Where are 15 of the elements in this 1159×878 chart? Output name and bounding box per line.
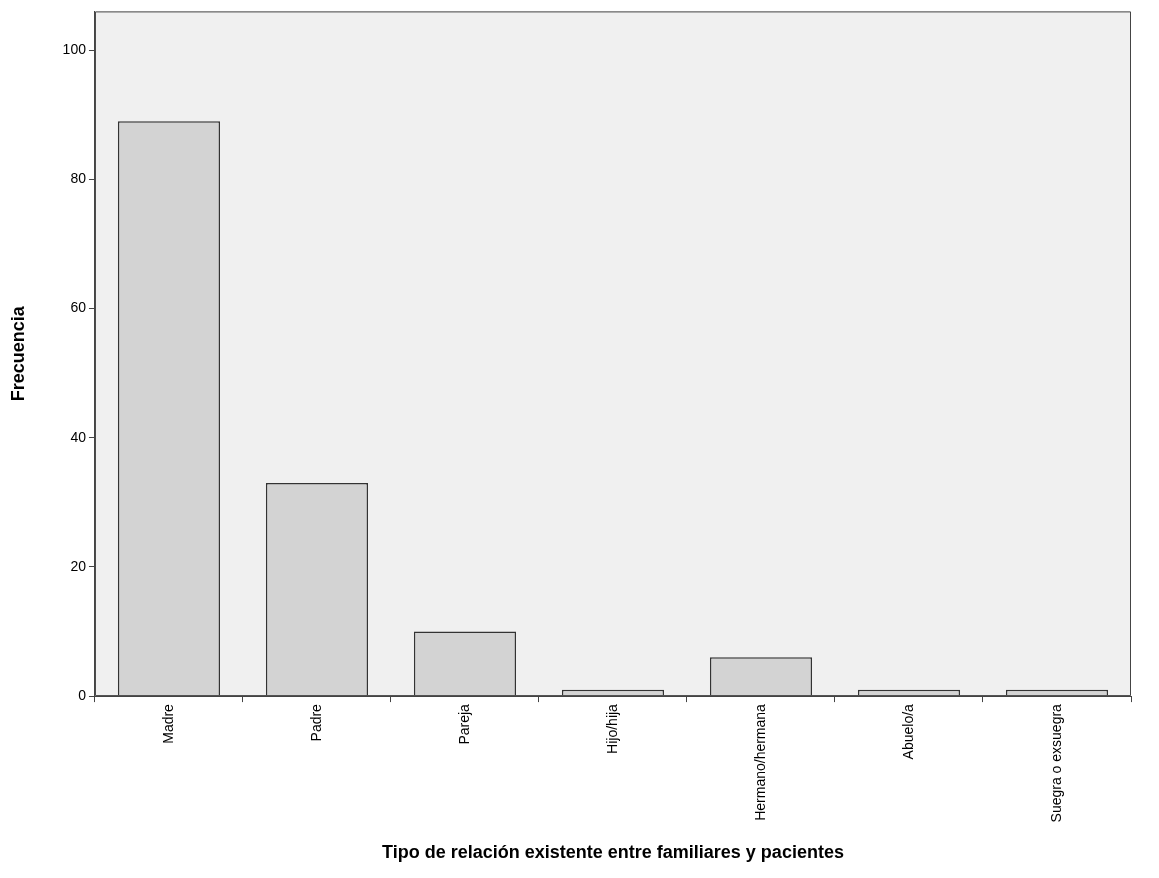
y-tick-label: 60 [70, 299, 87, 316]
y-tick-label: 80 [70, 170, 87, 187]
x-tick-label: Hermano/hermana [751, 703, 768, 821]
x-tick-label: Abuelo/a [899, 703, 916, 760]
y-axis-title: Frecuencia [7, 305, 28, 402]
x-tick-label: Hijo/hija [603, 703, 620, 754]
x-tick-label: Pareja [455, 703, 472, 745]
x-axis-title: Tipo de relación existente entre familiares y pacientes [382, 842, 844, 863]
x-tick-label: Suegra o exsuegra [1047, 703, 1064, 823]
y-tick-label: 100 [62, 41, 87, 58]
y-tick-label: 20 [70, 557, 87, 574]
x-tick-label: Padre [307, 703, 324, 742]
y-tick-label: 0 [78, 686, 87, 703]
y-tick-label: 40 [70, 428, 87, 445]
x-tick-label: Madre [159, 703, 176, 744]
